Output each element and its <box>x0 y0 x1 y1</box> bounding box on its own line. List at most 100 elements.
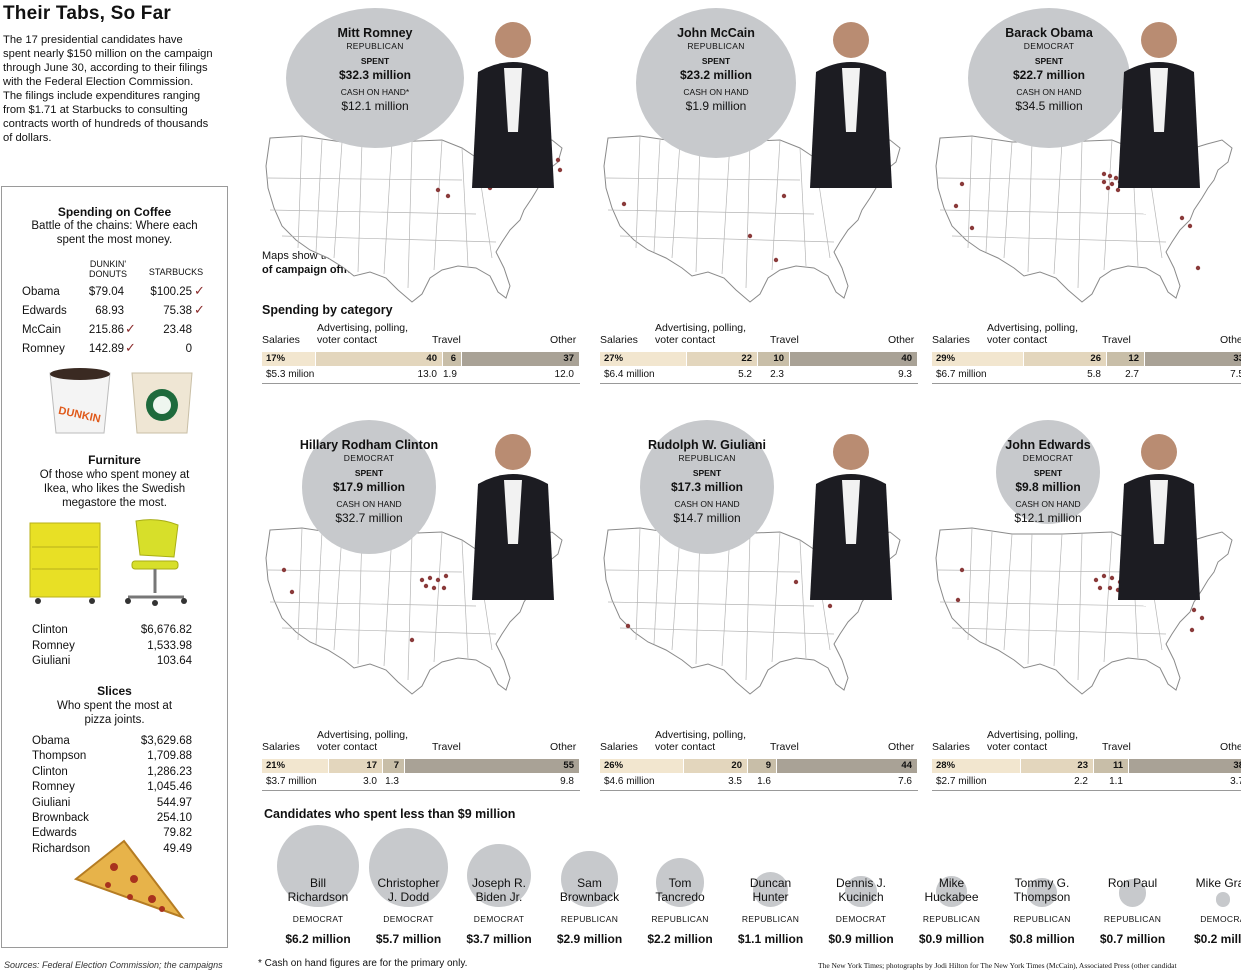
check-mark-icon: ✓ <box>194 302 205 317</box>
bar-divider <box>932 790 1241 791</box>
category-bar-segment <box>687 352 757 366</box>
campaign-office-dot <box>1187 223 1193 229</box>
category-bar-label: 27% <box>604 353 624 364</box>
category-other-label: Other <box>888 741 915 753</box>
coffee-cups-illustration: DUNKIN <box>49 368 193 434</box>
coffee-row-name: McCain <box>22 324 61 336</box>
spent-value: $17.3 million <box>670 480 744 494</box>
candidate-party: DEMOCRAT <box>1022 453 1074 463</box>
category-bar-segment <box>748 759 776 773</box>
category-amount: 13.0 <box>417 369 437 380</box>
cash-on-hand-label: CASH ON HAND* <box>340 87 410 97</box>
coffee-row-starbucks: 75.38 <box>163 305 192 317</box>
category-bar-label: 21% <box>266 760 286 771</box>
cash-on-hand-label: CASH ON HAND <box>674 499 740 509</box>
small-candidate-name: Dennis J. Kucinich <box>806 876 916 904</box>
category-bar-label: 17% <box>266 353 286 364</box>
campaign-office-dot <box>1093 577 1099 583</box>
category-salaries-label: Salaries <box>262 334 300 346</box>
category-bar-label: 23 <box>1077 760 1088 771</box>
campaign-office-dot <box>445 193 451 199</box>
small-candidate-party: DEMOCRAT <box>473 914 525 924</box>
name-line-2: J. Dodd <box>387 890 430 904</box>
campaign-office-dot <box>827 603 833 609</box>
category-amount: $6.7 million <box>936 369 987 380</box>
campaign-office-dot <box>1097 585 1103 591</box>
campaign-office-dot <box>773 257 779 263</box>
campaign-office-dot <box>441 585 447 591</box>
name-line-2: Hunter <box>752 890 789 904</box>
candidate-party: REPUBLICAN <box>678 453 736 463</box>
category-bar-label: 6 <box>450 353 456 364</box>
bar-divider <box>600 383 918 384</box>
campaign-office-dot <box>1109 181 1115 187</box>
campaign-office-dot <box>409 637 415 643</box>
spending-bubble <box>845 875 877 907</box>
campaign-office-dot <box>747 233 753 239</box>
photo-credit: The New York Times; photographs by Jodi … <box>818 961 1177 970</box>
small-candidate-amount: $6.2 million <box>285 932 351 946</box>
campaign-office-dot <box>1107 585 1113 591</box>
bar-divider <box>932 383 1241 384</box>
candidate-bubble <box>640 420 774 554</box>
campaign-office-dot <box>289 589 295 595</box>
category-bar-segment <box>932 352 1023 366</box>
category-amount: 2.7 <box>1125 369 1139 380</box>
name-line-1: Tom <box>668 876 692 890</box>
small-candidate-party: REPUBLICAN <box>1103 914 1162 924</box>
cash-on-hand-value: $12.1 million <box>1014 511 1082 525</box>
category-amount: 1.3 <box>385 776 399 787</box>
campaign-office-dot <box>1105 185 1111 191</box>
category-amount: 7.6 <box>898 776 912 787</box>
candidate-name: John Edwards <box>1005 438 1091 452</box>
spending-bubble <box>753 872 788 907</box>
candidate-photo <box>472 22 554 188</box>
category-amount: 1.9 <box>443 369 457 380</box>
campaign-office-dot <box>281 567 287 573</box>
campaign-office-dot <box>423 583 429 589</box>
small-candidates-heading: Candidates who spent less than $9 millio… <box>264 807 516 821</box>
small-candidate-amount: $0.9 million <box>828 932 894 946</box>
bar-divider <box>600 790 918 791</box>
coffee-col-dunkin: DUNKIN' DONUTS <box>89 259 127 279</box>
category-bar-segment <box>790 352 917 366</box>
name-line-1: Mike Grav <box>1195 876 1241 890</box>
category-travel-label: Travel <box>1102 741 1131 753</box>
category-bar-segment <box>777 759 917 773</box>
candidate-photo <box>472 434 554 600</box>
small-candidate-party: REPUBLICAN <box>741 914 800 924</box>
campaign-office-dot <box>557 167 563 173</box>
slices-row-value: $3,629.68 <box>140 735 192 747</box>
category-amount: $5.3 milion <box>266 369 315 380</box>
category-salaries-label: Salaries <box>600 334 638 346</box>
category-bar-label: 26 <box>1090 353 1101 364</box>
candidate-name: John McCain <box>677 26 755 40</box>
category-travel-label: Travel <box>432 334 461 346</box>
name-line-2: Tancredo <box>655 890 705 904</box>
cash-on-hand-label: CASH ON HAND <box>683 87 749 97</box>
check-mark-icon: ✓ <box>125 321 136 336</box>
small-candidate-party: DEMOCRAT <box>292 914 344 924</box>
spending-bubble <box>369 828 448 907</box>
slices-row-name: Thompson <box>32 750 87 763</box>
category-bar-segment <box>1107 352 1144 366</box>
small-candidate-party: REPUBLICAN <box>1013 914 1071 924</box>
small-candidate-amount: $0.9 million <box>918 932 985 946</box>
category-amount: $2.7 million <box>936 776 987 787</box>
slices-heading: Slices <box>97 684 132 698</box>
candidate-photo <box>1118 22 1200 188</box>
campaign-office-dot <box>625 623 631 629</box>
spent-value: $17.9 million <box>332 480 406 494</box>
name-line-2: Biden Jr. <box>475 890 523 904</box>
pizza-slice-illustration <box>74 839 185 920</box>
candidate-photo <box>810 22 892 188</box>
category-bar-segment <box>600 759 683 773</box>
coffee-row-dunkin: $79.04 <box>88 286 124 298</box>
category-advertising-label: Advertising, polling, voter contact <box>317 322 409 346</box>
check-mark-icon: ✓ <box>194 283 205 298</box>
campaign-office-dot <box>1109 575 1115 581</box>
campaign-office-dot <box>955 597 961 603</box>
name-line-1: Tommy G. <box>1014 876 1070 890</box>
coffee-row-starbucks: 23.48 <box>163 324 192 336</box>
coffee-row-name: Romney <box>22 343 65 355</box>
